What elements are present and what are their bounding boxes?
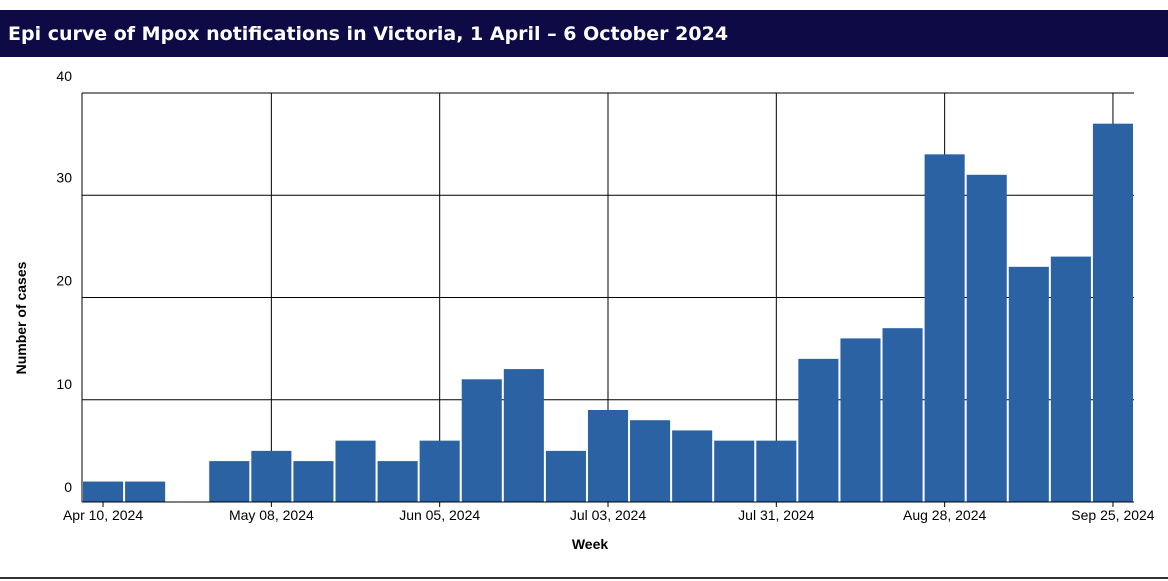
bar: [1050, 256, 1091, 502]
bar: [125, 481, 166, 502]
bar: [335, 440, 376, 502]
bar: [461, 379, 502, 502]
bar: [545, 450, 586, 502]
y-tick-label: 20: [56, 273, 72, 289]
x-tick-label: Jul 31, 2024: [738, 507, 814, 523]
x-tick-label: Apr 10, 2024: [63, 507, 143, 523]
bar: [377, 461, 418, 502]
x-tick-label: Sep 25, 2024: [1071, 507, 1155, 523]
axes: [81, 93, 1134, 507]
bar: [672, 430, 713, 502]
bar: [882, 328, 923, 502]
x-axis-label: Week: [572, 536, 609, 552]
chart-title: Epi curve of Mpox notifications in Victo…: [0, 10, 1168, 57]
bar: [293, 461, 334, 502]
y-tick-labels: 0 10 20 30 40: [56, 68, 72, 495]
bar: [756, 440, 797, 502]
bar: [83, 481, 124, 502]
bar: [840, 338, 881, 502]
x-tick-labels: Apr 10, 2024 May 08, 2024 Jun 05, 2024 Jul …: [63, 507, 1155, 523]
x-tick-label: May 08, 2024: [229, 507, 314, 523]
bar: [924, 154, 965, 502]
bar: [251, 450, 292, 502]
bar: [798, 358, 839, 502]
bar: [966, 174, 1007, 503]
bottom-rule: [0, 577, 1168, 579]
y-tick-label: 40: [56, 68, 72, 84]
x-tick-label: Aug 28, 2024: [903, 507, 987, 523]
y-tick-label: 10: [56, 376, 72, 392]
bar: [714, 440, 755, 502]
bar: [209, 461, 250, 502]
y-tick-label: 0: [64, 479, 72, 495]
bar: [587, 409, 629, 502]
bar: [630, 420, 671, 502]
bar: [1092, 123, 1133, 503]
bars: [83, 123, 1133, 503]
bar: [1008, 266, 1049, 502]
x-tick-label: Jun 05, 2024: [399, 507, 480, 523]
bar: [419, 440, 460, 502]
x-tick-label: Jul 03, 2024: [570, 507, 646, 523]
bar: [503, 369, 544, 502]
y-tick-label: 30: [56, 169, 72, 185]
y-axis-label: Number of cases: [13, 261, 29, 374]
